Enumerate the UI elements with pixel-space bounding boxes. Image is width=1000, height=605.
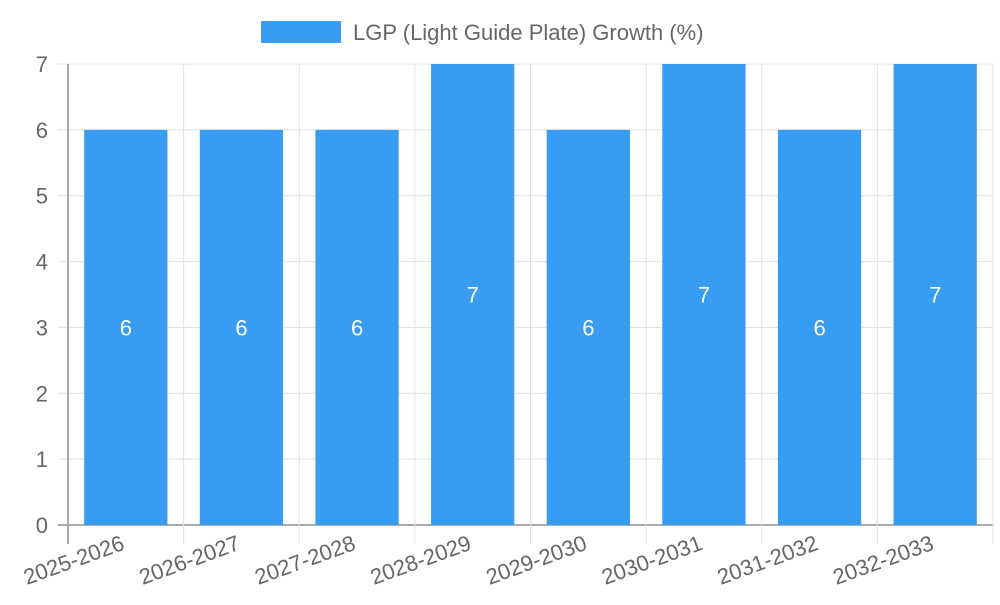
- y-tick-label: 5: [36, 184, 48, 209]
- y-tick-label: 1: [36, 447, 48, 472]
- bar: [546, 129, 630, 525]
- x-tick-label: 2031-2032: [714, 530, 821, 589]
- legend-swatch: [261, 21, 341, 43]
- y-tick-label: 0: [36, 513, 48, 538]
- y-tick-label: 4: [36, 250, 48, 275]
- data-label: 6: [120, 315, 132, 340]
- x-tick-label: 2029-2030: [483, 530, 590, 589]
- bar: [662, 64, 746, 525]
- data-label: 6: [351, 315, 363, 340]
- bar: [777, 129, 862, 525]
- y-tick-label: 6: [36, 118, 48, 143]
- data-label: 7: [467, 283, 479, 308]
- bar: [84, 129, 168, 525]
- data-label: 6: [813, 315, 825, 340]
- bar: [199, 129, 284, 525]
- legend-label: LGP (Light Guide Plate) Growth (%): [353, 20, 704, 45]
- y-tick-label: 7: [36, 52, 48, 77]
- x-tick-label: 2027-2028: [251, 530, 358, 589]
- x-tick-label: 2026-2027: [136, 530, 243, 589]
- bar: [431, 64, 515, 525]
- bar: [315, 129, 399, 525]
- x-tick-label: 2028-2029: [367, 530, 474, 589]
- data-label: 7: [698, 283, 710, 308]
- x-tick-label: 2032-2033: [829, 530, 936, 589]
- legend[interactable]: LGP (Light Guide Plate) Growth (%): [261, 20, 704, 45]
- data-label: 7: [929, 283, 941, 308]
- y-tick-label: 3: [36, 315, 48, 340]
- y-tick-label: 2: [36, 381, 48, 406]
- data-label: 6: [582, 315, 594, 340]
- x-tick-label: 2025-2026: [20, 530, 127, 589]
- bar: [893, 64, 977, 525]
- x-tick-label: 2030-2031: [598, 530, 705, 589]
- data-label: 6: [235, 315, 247, 340]
